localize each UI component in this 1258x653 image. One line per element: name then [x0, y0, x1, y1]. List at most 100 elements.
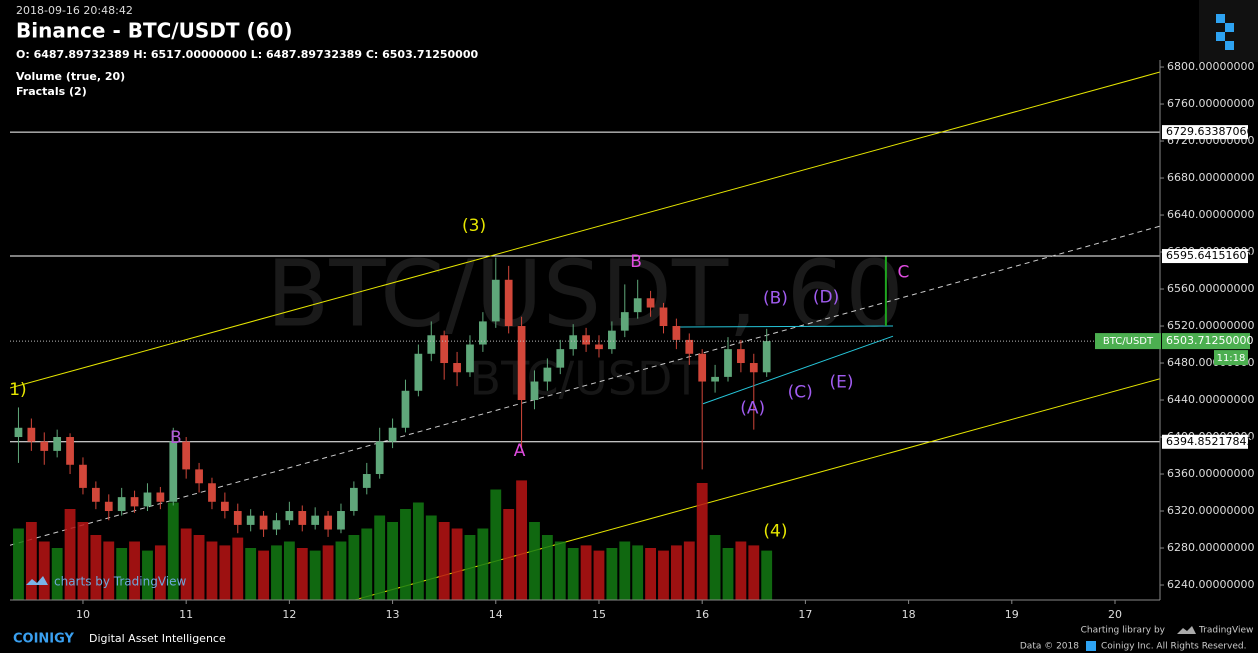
y-tick-label: 6640.00000000 [1167, 208, 1254, 221]
volume-bar [25, 522, 37, 600]
y-tick-label: 6360.00000000 [1167, 467, 1254, 480]
candle-body [311, 515, 320, 525]
candle-body [595, 344, 603, 350]
candle-body [749, 363, 758, 373]
candle-body [633, 298, 642, 313]
volume-bar [271, 545, 282, 600]
volume-bar [593, 550, 605, 600]
y-tick-label: 6680.00000000 [1167, 171, 1254, 184]
candle-body [195, 469, 203, 484]
volume-bar [503, 509, 515, 600]
candle-body [517, 326, 526, 401]
x-tick-label: 18 [902, 608, 916, 621]
candle-body [182, 441, 191, 470]
volume-bar [735, 541, 747, 600]
data-copyright: Data © 2018 [1020, 642, 1079, 652]
volume-bar [541, 535, 553, 600]
candle-body [556, 349, 565, 368]
charting-library: Charting library by [1081, 626, 1166, 636]
rights: Coinigy Inc. All Rights Reserved. [1101, 642, 1246, 652]
volume-bar [51, 548, 63, 600]
level-label: 6394.85217843 [1166, 435, 1253, 448]
x-tick-label: 13 [386, 608, 400, 621]
volume-bar [193, 535, 205, 600]
candle-body [233, 511, 242, 525]
candle-body [659, 307, 668, 327]
x-tick-label: 10 [76, 608, 90, 621]
tradingview-badge: charts by TradingView [26, 575, 186, 589]
candle-body [285, 511, 294, 521]
x-tick-label: 11 [179, 608, 193, 621]
candle-body [91, 487, 100, 502]
chart-title: Binance - BTC/USDT (60) [16, 19, 293, 43]
volume-bar [13, 528, 24, 600]
volume-bar [554, 541, 566, 600]
candle-body [246, 515, 255, 525]
volume-bar [129, 541, 140, 600]
x-tick-label: 15 [592, 608, 606, 621]
volume-bar [606, 548, 618, 600]
candle-body [298, 511, 307, 525]
wave-label: (3) [462, 216, 486, 236]
volume-bar [670, 545, 682, 600]
candle-body [569, 335, 578, 350]
volume-bar [309, 550, 321, 600]
y-tick-label: 6280.00000000 [1167, 541, 1254, 554]
candle-body [479, 321, 487, 345]
level-label-box [1162, 125, 1248, 140]
volume-bar [142, 550, 153, 600]
candle-body [711, 376, 719, 382]
wave-label: (E) [830, 372, 854, 392]
volume-bar [438, 522, 450, 600]
candle-body [156, 492, 165, 502]
candle-body [530, 381, 539, 401]
trend-line [10, 71, 1160, 389]
indicator-label: Fractals (2) [16, 85, 87, 98]
x-tick-label: 20 [1108, 608, 1122, 621]
tradingview: TradingView [1198, 626, 1253, 636]
volume-bar [464, 535, 476, 600]
countdown-label: 11:18 [1217, 353, 1246, 364]
volume-bar [683, 541, 695, 600]
trend-line [702, 335, 894, 405]
volume-bar [296, 548, 308, 600]
volume-bar [180, 528, 192, 600]
wave-label: C [897, 262, 909, 282]
candle-body [79, 464, 87, 488]
candle-body [350, 487, 358, 512]
volume-bar [116, 548, 128, 600]
volume-bar [90, 535, 102, 600]
volume-bar [645, 548, 657, 600]
candle-body [504, 279, 513, 327]
x-tick-label: 17 [798, 608, 812, 621]
level-label: 6729.63387066 [1166, 125, 1253, 138]
level-label: 6595.64151607 [1166, 249, 1253, 262]
coinigy-icon [1086, 641, 1096, 651]
y-tick-label: 6240.00000000 [1167, 578, 1254, 591]
footer: COINIGY Digital Asset Intelligence Chart… [13, 626, 1253, 652]
volume-bar [748, 545, 760, 600]
candle-body [221, 501, 229, 512]
candle-body [762, 341, 771, 373]
volume-bar [206, 541, 218, 600]
wave-label: B [630, 252, 642, 272]
ohlc-readout: O: 6487.89732389 H: 6517.00000000 L: 648… [16, 48, 478, 61]
wave-label: (A) [740, 398, 765, 418]
y-tick-label: 6800.00000000 [1167, 60, 1254, 73]
watermark: BTC/USDT, 60 [266, 240, 904, 347]
candle-body [324, 515, 332, 530]
volume-bar [64, 509, 76, 600]
x-tick-label: 14 [489, 608, 503, 621]
candle-body [40, 441, 49, 451]
candle-body [117, 497, 126, 512]
candle-body [646, 298, 655, 308]
level-label-box [1162, 249, 1248, 264]
candle-body [582, 335, 590, 345]
wave-label: (B) [763, 288, 788, 308]
volume-bar [219, 545, 231, 600]
candle-body [375, 441, 384, 475]
volume-bar [154, 545, 166, 600]
volume-bar [361, 528, 373, 600]
volume-bar [400, 509, 411, 600]
